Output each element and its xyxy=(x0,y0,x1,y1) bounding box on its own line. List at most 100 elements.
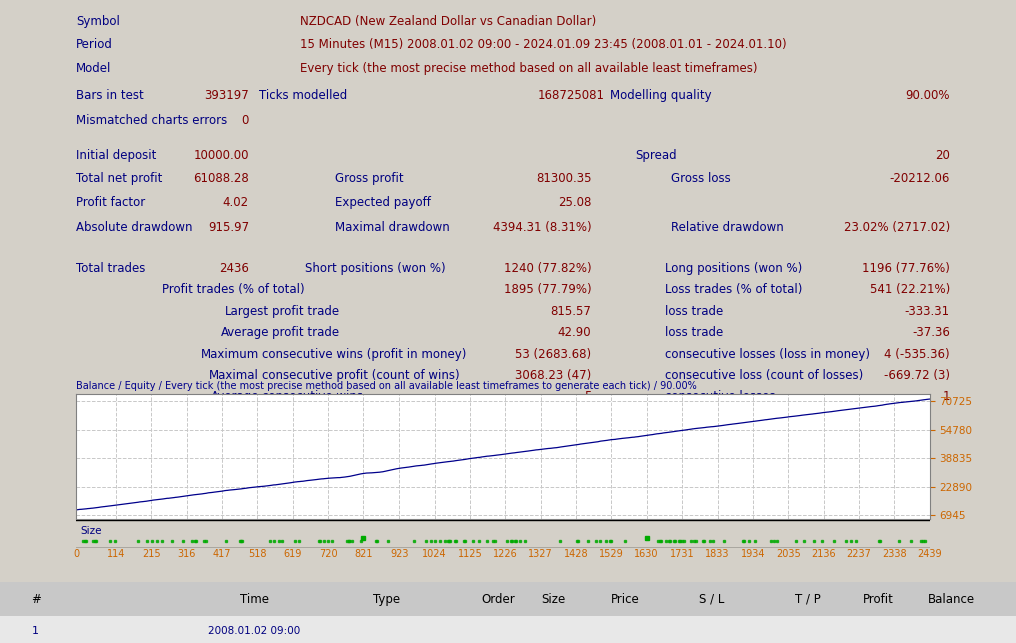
FancyBboxPatch shape xyxy=(0,616,1016,643)
Text: Spread: Spread xyxy=(635,149,677,162)
Text: 1: 1 xyxy=(33,626,39,636)
Text: Average: Average xyxy=(220,326,269,339)
Text: 393197: 393197 xyxy=(204,89,249,102)
Text: 1327: 1327 xyxy=(528,549,553,559)
Text: 10000.00: 10000.00 xyxy=(193,149,249,162)
FancyBboxPatch shape xyxy=(0,582,1016,615)
Text: 53 (2683.68): 53 (2683.68) xyxy=(515,347,591,361)
Text: Gross profit: Gross profit xyxy=(335,172,404,185)
Text: Relative drawdown: Relative drawdown xyxy=(671,221,783,234)
Text: Initial deposit: Initial deposit xyxy=(76,149,156,162)
Text: Period: Period xyxy=(76,38,113,51)
Text: 215: 215 xyxy=(142,549,161,559)
Text: 1934: 1934 xyxy=(741,549,765,559)
Text: Profit trades (% of total): Profit trades (% of total) xyxy=(163,284,305,296)
Text: Loss trades (% of total): Loss trades (% of total) xyxy=(665,284,803,296)
Text: S / L: S / L xyxy=(699,592,723,606)
Text: 15 Minutes (M15) 2008.01.02 09:00 - 2024.01.09 23:45 (2008.01.01 - 2024.01.10): 15 Minutes (M15) 2008.01.02 09:00 - 2024… xyxy=(300,38,786,51)
Text: Bars in test: Bars in test xyxy=(76,89,144,102)
Text: Profit factor: Profit factor xyxy=(76,195,145,209)
Text: 923: 923 xyxy=(390,549,408,559)
Text: -669.72 (3): -669.72 (3) xyxy=(884,369,950,382)
Text: 1630: 1630 xyxy=(634,549,658,559)
Text: 2436: 2436 xyxy=(219,262,249,275)
Text: 2008.01.02 09:00: 2008.01.02 09:00 xyxy=(208,626,300,636)
Text: 0: 0 xyxy=(242,114,249,127)
Text: 1895 (77.79%): 1895 (77.79%) xyxy=(504,284,591,296)
Text: Total trades: Total trades xyxy=(76,262,145,275)
Text: 2136: 2136 xyxy=(812,549,836,559)
Text: Short positions (won %): Short positions (won %) xyxy=(305,262,445,275)
Text: 2237: 2237 xyxy=(846,549,872,559)
Text: 2338: 2338 xyxy=(882,549,906,559)
Text: Symbol: Symbol xyxy=(76,15,120,28)
Text: Balance: Balance xyxy=(929,592,975,606)
Text: Balance / Equity / Every tick (the most precise method based on all available le: Balance / Equity / Every tick (the most … xyxy=(76,381,697,392)
Text: 168725081: 168725081 xyxy=(537,89,605,102)
Text: #: # xyxy=(30,592,41,606)
Text: 2035: 2035 xyxy=(776,549,801,559)
Text: Maximal: Maximal xyxy=(209,369,259,382)
Text: Size: Size xyxy=(80,526,102,536)
Text: T / P: T / P xyxy=(795,592,821,606)
Text: Largest: Largest xyxy=(226,305,269,318)
Text: 541 (22.21%): 541 (22.21%) xyxy=(870,284,950,296)
Text: Type: Type xyxy=(373,592,399,606)
Text: Mismatched charts errors: Mismatched charts errors xyxy=(76,114,228,127)
Text: 1428: 1428 xyxy=(564,549,588,559)
Text: Absolute drawdown: Absolute drawdown xyxy=(76,221,193,234)
Text: loss trade: loss trade xyxy=(665,305,723,318)
Text: 1529: 1529 xyxy=(598,549,624,559)
Text: Size: Size xyxy=(542,592,566,606)
Text: profit trade: profit trade xyxy=(272,326,339,339)
Text: 4.02: 4.02 xyxy=(223,195,249,209)
Text: 81300.35: 81300.35 xyxy=(535,172,591,185)
Text: 720: 720 xyxy=(319,549,337,559)
Text: 619: 619 xyxy=(283,549,302,559)
Text: 0: 0 xyxy=(73,549,79,559)
Text: 417: 417 xyxy=(213,549,232,559)
Text: Every tick (the most precise method based on all available least timeframes): Every tick (the most precise method base… xyxy=(300,62,757,75)
Text: Ticks modelled: Ticks modelled xyxy=(259,89,347,102)
Text: Gross loss: Gross loss xyxy=(671,172,731,185)
Text: consecutive loss (count of losses): consecutive loss (count of losses) xyxy=(665,369,864,382)
Text: loss trade: loss trade xyxy=(665,326,723,339)
Text: 5: 5 xyxy=(584,390,591,403)
Text: Profit: Profit xyxy=(864,592,894,606)
Text: 815.57: 815.57 xyxy=(551,305,591,318)
Text: 1125: 1125 xyxy=(457,549,483,559)
Text: 114: 114 xyxy=(107,549,125,559)
Text: 1731: 1731 xyxy=(670,549,694,559)
Text: 821: 821 xyxy=(355,549,373,559)
Text: consecutive wins (profit in money): consecutive wins (profit in money) xyxy=(262,347,466,361)
Text: consecutive wins: consecutive wins xyxy=(262,390,363,403)
Text: Modelling quality: Modelling quality xyxy=(610,89,711,102)
Text: -20212.06: -20212.06 xyxy=(890,172,950,185)
Text: profit trade: profit trade xyxy=(272,305,339,318)
Text: Long positions (won %): Long positions (won %) xyxy=(665,262,803,275)
Text: 1196 (77.76%): 1196 (77.76%) xyxy=(863,262,950,275)
Text: 20: 20 xyxy=(935,149,950,162)
Text: Time: Time xyxy=(240,592,268,606)
Text: Price: Price xyxy=(611,592,639,606)
Text: consecutive losses: consecutive losses xyxy=(665,390,776,403)
Text: 316: 316 xyxy=(178,549,196,559)
Text: Maximum: Maximum xyxy=(201,347,259,361)
Text: Maximal drawdown: Maximal drawdown xyxy=(335,221,450,234)
Text: 42.90: 42.90 xyxy=(558,326,591,339)
Text: -333.31: -333.31 xyxy=(905,305,950,318)
Text: 1226: 1226 xyxy=(493,549,517,559)
Text: 4 (-535.36): 4 (-535.36) xyxy=(884,347,950,361)
Text: 23.02% (2717.02): 23.02% (2717.02) xyxy=(843,221,950,234)
Text: consecutive losses (loss in money): consecutive losses (loss in money) xyxy=(665,347,871,361)
Text: Total net profit: Total net profit xyxy=(76,172,163,185)
Text: consecutive profit (count of wins): consecutive profit (count of wins) xyxy=(262,369,460,382)
Text: 1024: 1024 xyxy=(423,549,447,559)
Text: 25.08: 25.08 xyxy=(558,195,591,209)
Text: 4394.31 (8.31%): 4394.31 (8.31%) xyxy=(493,221,591,234)
Text: 1833: 1833 xyxy=(705,549,729,559)
Text: 2439: 2439 xyxy=(917,549,942,559)
Text: Average: Average xyxy=(210,390,259,403)
Text: Order: Order xyxy=(481,592,515,606)
Text: 61088.28: 61088.28 xyxy=(193,172,249,185)
